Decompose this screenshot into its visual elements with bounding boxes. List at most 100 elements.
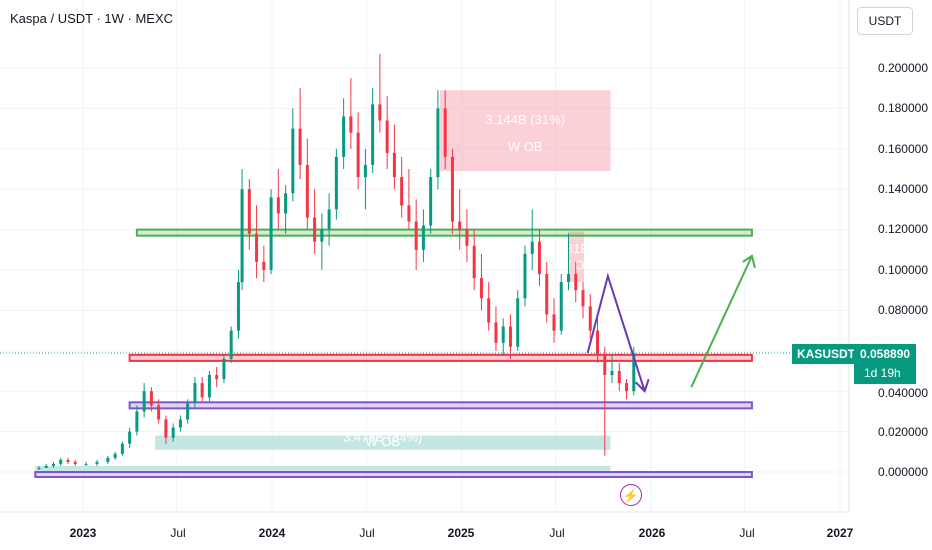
- candle-body: [142, 391, 146, 412]
- grid: [0, 0, 849, 512]
- price-label: 0.140000: [877, 182, 928, 196]
- order-block: [155, 435, 611, 450]
- projection-green: [690, 255, 753, 388]
- projection-purple: [586, 272, 646, 392]
- price-label: 0.000000: [877, 465, 928, 479]
- order-block-label: 3.478B (34%): [343, 430, 423, 445]
- order-block-sublabel: W OB: [508, 139, 543, 154]
- candle-body: [84, 463, 88, 465]
- time-label: Jul: [359, 526, 375, 540]
- candle-body: [429, 177, 433, 226]
- candle-body: [523, 253, 527, 299]
- candle-body: [537, 241, 541, 275]
- price-label: 0.180000: [877, 101, 928, 115]
- candle-body: [545, 274, 549, 315]
- order-block: [439, 90, 611, 172]
- candle-body: [436, 108, 440, 178]
- candle-body: [164, 419, 168, 438]
- time-label: Jul: [739, 526, 755, 540]
- candle-body: [113, 453, 117, 458]
- order-block-label: 3.144B (31%): [485, 112, 565, 127]
- candle-body: [95, 461, 99, 464]
- candle-body: [247, 189, 251, 234]
- candle-body: [574, 274, 578, 291]
- candle-body: [200, 383, 204, 398]
- price-label: 0.040000: [877, 386, 928, 400]
- candle-body: [128, 431, 132, 444]
- candle-body: [363, 164, 367, 178]
- projections: [586, 254, 756, 394]
- candle-body: [479, 278, 483, 299]
- candle-body: [378, 104, 382, 121]
- candle-body: [284, 193, 288, 214]
- candle-body: [106, 457, 110, 462]
- candle-body: [581, 290, 585, 307]
- candle-body: [349, 116, 353, 133]
- candle-body: [588, 306, 592, 331]
- candle-body: [566, 274, 570, 283]
- zone-support-red: [128, 353, 753, 362]
- candle-body: [51, 463, 55, 466]
- time-label: 2025: [447, 526, 475, 540]
- candle-body: [157, 405, 161, 420]
- candle-countdown: 1d 19h: [864, 366, 901, 380]
- candle-body: [465, 229, 469, 246]
- candle-body: [625, 383, 629, 392]
- candle-body: [171, 427, 175, 438]
- candle-body: [530, 241, 534, 254]
- time-label: 2023: [69, 526, 97, 540]
- candle-body: [385, 120, 389, 153]
- lightning-icon[interactable]: ⚡: [620, 484, 642, 506]
- candle-body: [305, 164, 309, 218]
- candle-body: [262, 261, 266, 270]
- candle-body: [371, 104, 375, 165]
- price-label: 0.200000: [877, 61, 928, 75]
- candle-body: [450, 156, 454, 222]
- candle-body: [443, 108, 447, 157]
- candle-body: [559, 282, 563, 331]
- candle-body: [135, 411, 139, 432]
- order-block-sublabel: W OB: [365, 434, 400, 449]
- candle-body: [516, 298, 520, 347]
- order-block: [567, 231, 585, 283]
- candle-body: [501, 326, 505, 343]
- candles: [0, 53, 849, 470]
- candle-body: [632, 353, 636, 392]
- time-label: 2024: [258, 526, 286, 540]
- candle-body: [327, 209, 331, 230]
- candle-body: [240, 189, 244, 283]
- price-label: 0.020000: [877, 425, 928, 439]
- candle-body: [149, 391, 153, 406]
- candle-body: [44, 465, 48, 468]
- candle-body: [73, 461, 77, 464]
- chart-title: Kaspa / USDT · 1W · MEXC: [10, 11, 174, 26]
- order-block: [35, 465, 611, 472]
- zone-resistance-green: [135, 228, 753, 237]
- candle-body: [37, 467, 41, 469]
- time-label: Jul: [549, 526, 565, 540]
- candle-body: [356, 132, 360, 178]
- projection-green-arrowhead: [742, 254, 756, 269]
- zone-support-purple-2: [34, 471, 753, 478]
- candle-body: [236, 282, 240, 331]
- candle-body: [193, 383, 197, 404]
- price-label: 0.160000: [877, 142, 928, 156]
- projection-purple-arrowhead: [634, 378, 650, 394]
- zones: 3.144B (31%)W OB1.481B (2W OB3.478B (34%…: [34, 90, 753, 485]
- candle-body: [178, 419, 182, 428]
- symbol-tag: KASUSDT: [792, 344, 861, 364]
- candle-body: [255, 233, 259, 262]
- candle-body: [291, 128, 295, 194]
- time-label: 2026: [638, 526, 666, 540]
- candle-body: [320, 229, 324, 242]
- currency-selector[interactable]: USDT: [857, 7, 913, 35]
- candle-body: [207, 375, 211, 398]
- candle-body: [334, 156, 338, 210]
- price-label: 0.100000: [877, 263, 928, 277]
- candle-body: [313, 217, 317, 242]
- candle-body: [342, 116, 346, 157]
- candle-body: [487, 298, 491, 323]
- candle-body: [120, 443, 124, 454]
- candle-body: [215, 375, 219, 380]
